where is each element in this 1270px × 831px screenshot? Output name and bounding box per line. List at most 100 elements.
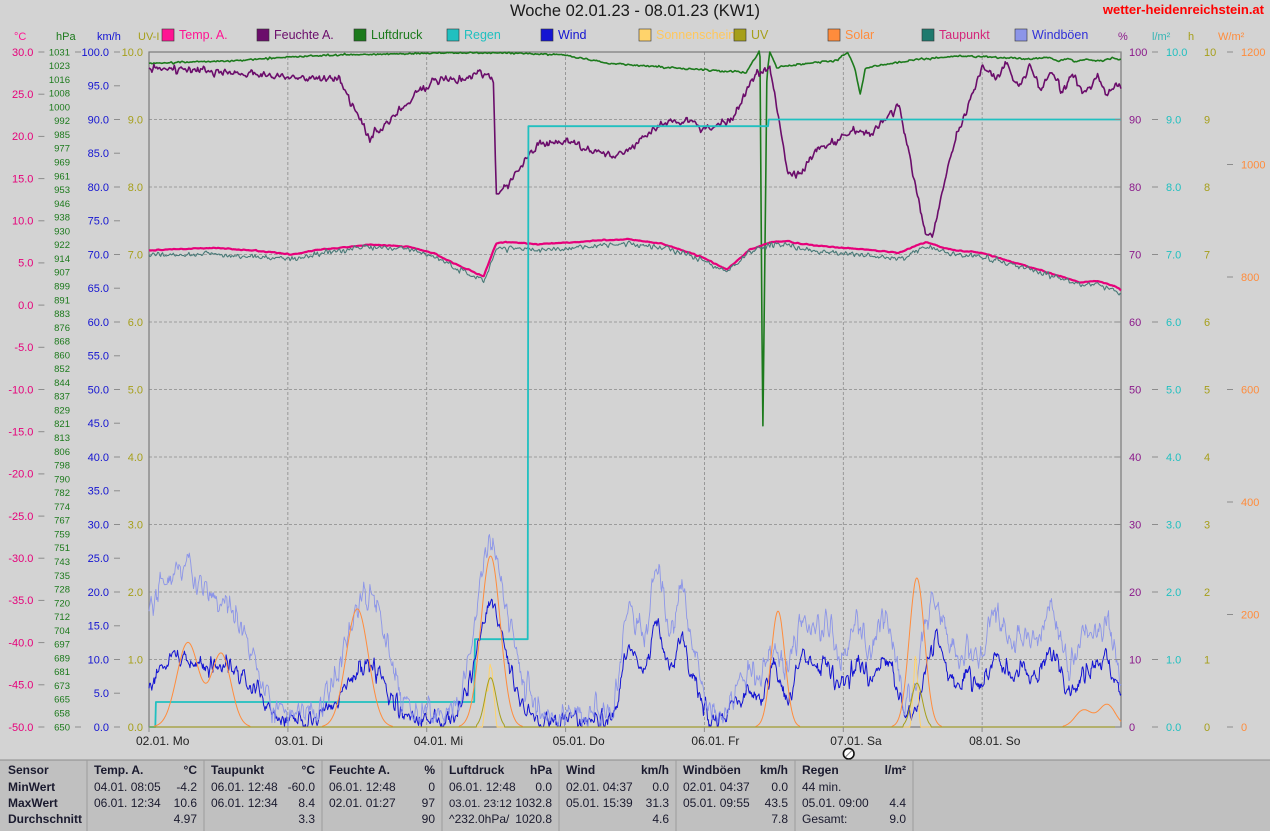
svg-text:767: 767 — [54, 516, 70, 527]
svg-text:806: 806 — [54, 447, 70, 458]
svg-text:50: 50 — [1129, 384, 1141, 396]
svg-text:800: 800 — [1241, 272, 1259, 284]
svg-text:10.6: 10.6 — [174, 796, 198, 810]
svg-text:Taupunkt: Taupunkt — [939, 28, 990, 42]
svg-text:0: 0 — [1129, 722, 1135, 734]
svg-text:90.0: 90.0 — [88, 114, 109, 126]
svg-text:930: 930 — [54, 226, 70, 237]
svg-text:50.0: 50.0 — [88, 384, 109, 396]
svg-text:907: 907 — [54, 268, 70, 279]
svg-text:Feuchte A.: Feuchte A. — [274, 28, 334, 42]
svg-text:100.0: 100.0 — [81, 47, 109, 59]
svg-text:689: 689 — [54, 653, 70, 664]
svg-text:l/m²: l/m² — [885, 763, 906, 777]
svg-text:5.0: 5.0 — [1166, 384, 1181, 396]
svg-text:0.0: 0.0 — [652, 780, 669, 794]
svg-text:883: 883 — [54, 309, 70, 320]
svg-text:Gesamt:: Gesamt: — [802, 812, 847, 826]
svg-text:720: 720 — [54, 598, 70, 609]
svg-text:665: 665 — [54, 695, 70, 706]
svg-text:6: 6 — [1204, 317, 1210, 329]
svg-text:05.01. 09:00: 05.01. 09:00 — [802, 796, 869, 810]
svg-text:2: 2 — [1204, 587, 1210, 599]
svg-text:Solar: Solar — [845, 28, 874, 42]
svg-text:7.0: 7.0 — [128, 249, 143, 261]
svg-text:3.0: 3.0 — [128, 519, 143, 531]
svg-text:-20.0: -20.0 — [8, 469, 33, 481]
svg-text:Woche 02.01.23 - 08.01.23 (KW1: Woche 02.01.23 - 08.01.23 (KW1) — [510, 2, 760, 20]
svg-text:3.3: 3.3 — [298, 812, 315, 826]
svg-text:0.0: 0.0 — [1166, 722, 1181, 734]
svg-text:728: 728 — [54, 585, 70, 596]
svg-text:Luftdruck: Luftdruck — [449, 763, 505, 777]
svg-text:712: 712 — [54, 612, 70, 623]
svg-text:30.0: 30.0 — [12, 47, 33, 59]
svg-text:9: 9 — [1204, 114, 1210, 126]
svg-text:35.0: 35.0 — [88, 486, 109, 498]
svg-text:45.0: 45.0 — [88, 418, 109, 430]
svg-text:899: 899 — [54, 282, 70, 293]
svg-text:0.0: 0.0 — [128, 722, 143, 734]
svg-text:5.0: 5.0 — [18, 258, 33, 270]
svg-text:90: 90 — [1129, 114, 1141, 126]
svg-text:20: 20 — [1129, 587, 1141, 599]
svg-text:07.01. Sa: 07.01. Sa — [830, 734, 882, 748]
svg-text:829: 829 — [54, 406, 70, 417]
svg-text:03.01. Di: 03.01. Di — [275, 734, 323, 748]
svg-text:25.0: 25.0 — [12, 89, 33, 101]
svg-text:8: 8 — [1204, 182, 1210, 194]
svg-text:790: 790 — [54, 474, 70, 485]
svg-text:20.0: 20.0 — [88, 587, 109, 599]
svg-text:55.0: 55.0 — [88, 351, 109, 363]
svg-text:km/h: km/h — [760, 763, 788, 777]
svg-text:977: 977 — [54, 144, 70, 155]
svg-text:04.01. 08:05: 04.01. 08:05 — [94, 780, 161, 794]
svg-text:02.01. 04:37: 02.01. 04:37 — [683, 780, 750, 794]
svg-text:759: 759 — [54, 529, 70, 540]
svg-text:80.0: 80.0 — [88, 182, 109, 194]
svg-text:1000: 1000 — [1241, 159, 1265, 171]
svg-text:1032.8: 1032.8 — [515, 796, 552, 810]
svg-text:l/m²: l/m² — [1152, 31, 1171, 43]
svg-text:1020.8: 1020.8 — [515, 812, 552, 826]
svg-text:1016: 1016 — [49, 75, 70, 86]
svg-text:5: 5 — [1204, 384, 1210, 396]
svg-text:Temp. A.: Temp. A. — [94, 763, 143, 777]
svg-text:938: 938 — [54, 213, 70, 224]
svg-text:650: 650 — [54, 722, 70, 733]
svg-text:wetter-heidenreichstein.at: wetter-heidenreichstein.at — [1102, 2, 1265, 17]
svg-text:Temp. A.: Temp. A. — [179, 28, 228, 42]
svg-text:06.01. 12:48: 06.01. 12:48 — [329, 780, 396, 794]
svg-text:25.0: 25.0 — [88, 553, 109, 565]
svg-text:hPa: hPa — [530, 763, 552, 777]
svg-text:735: 735 — [54, 571, 70, 582]
svg-text:658: 658 — [54, 709, 70, 720]
svg-text:6.0: 6.0 — [1166, 317, 1181, 329]
svg-text:6.0: 6.0 — [128, 317, 143, 329]
svg-text:Windböen: Windböen — [683, 763, 741, 777]
svg-text:2.0: 2.0 — [128, 587, 143, 599]
svg-text:MinWert: MinWert — [8, 780, 55, 794]
svg-text:4.97: 4.97 — [174, 812, 198, 826]
svg-text:868: 868 — [54, 337, 70, 348]
svg-text:852: 852 — [54, 364, 70, 375]
svg-text:8.4: 8.4 — [298, 796, 315, 810]
svg-text:Regen: Regen — [802, 763, 839, 777]
svg-text:Wind: Wind — [558, 28, 587, 42]
svg-text:4.0: 4.0 — [1166, 452, 1181, 464]
svg-text:04.01. Mi: 04.01. Mi — [414, 734, 463, 748]
svg-text:9.0: 9.0 — [1166, 114, 1181, 126]
svg-text:05.01. 09:55: 05.01. 09:55 — [683, 796, 750, 810]
svg-text:837: 837 — [54, 392, 70, 403]
svg-text:914: 914 — [54, 254, 70, 265]
svg-text:30.0: 30.0 — [88, 519, 109, 531]
svg-text:Taupunkt: Taupunkt — [211, 763, 264, 777]
svg-text:7: 7 — [1204, 249, 1210, 261]
svg-text:85.0: 85.0 — [88, 148, 109, 160]
svg-text:-25.0: -25.0 — [8, 511, 33, 523]
svg-text:20.0: 20.0 — [12, 131, 33, 143]
svg-text:798: 798 — [54, 461, 70, 472]
svg-text:^232.0hPa/: ^232.0hPa/ — [449, 812, 510, 826]
svg-text:1000: 1000 — [49, 102, 70, 113]
svg-text:860: 860 — [54, 350, 70, 361]
